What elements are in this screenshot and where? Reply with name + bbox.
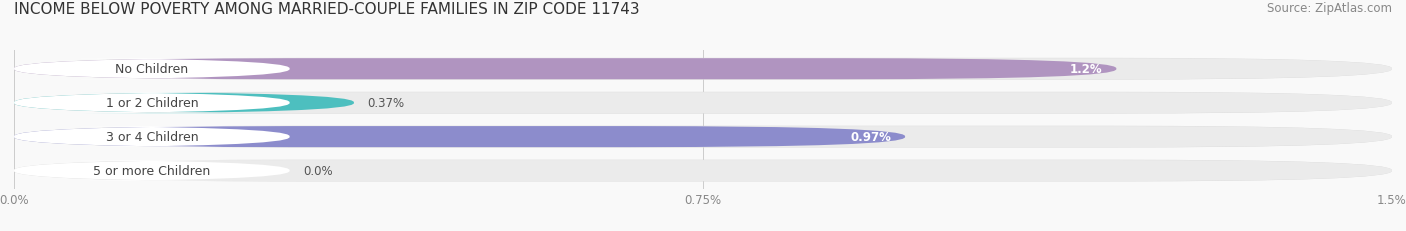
Text: 1 or 2 Children: 1 or 2 Children — [105, 97, 198, 110]
FancyBboxPatch shape — [14, 160, 1392, 182]
FancyBboxPatch shape — [14, 59, 1392, 80]
FancyBboxPatch shape — [14, 127, 905, 148]
FancyBboxPatch shape — [14, 127, 1392, 148]
Text: 0.97%: 0.97% — [851, 131, 891, 143]
Text: INCOME BELOW POVERTY AMONG MARRIED-COUPLE FAMILIES IN ZIP CODE 11743: INCOME BELOW POVERTY AMONG MARRIED-COUPL… — [14, 2, 640, 17]
FancyBboxPatch shape — [14, 93, 290, 114]
FancyBboxPatch shape — [14, 59, 1392, 80]
Text: 0.37%: 0.37% — [368, 97, 405, 110]
FancyBboxPatch shape — [14, 93, 354, 114]
Text: Source: ZipAtlas.com: Source: ZipAtlas.com — [1267, 2, 1392, 15]
FancyBboxPatch shape — [14, 92, 1392, 114]
Text: No Children: No Children — [115, 63, 188, 76]
FancyBboxPatch shape — [14, 59, 290, 80]
Text: 0.0%: 0.0% — [304, 164, 333, 177]
FancyBboxPatch shape — [14, 126, 1392, 148]
FancyBboxPatch shape — [14, 160, 1392, 181]
FancyBboxPatch shape — [14, 93, 1392, 114]
FancyBboxPatch shape — [14, 127, 290, 148]
Text: 3 or 4 Children: 3 or 4 Children — [105, 131, 198, 143]
FancyBboxPatch shape — [14, 59, 1116, 80]
Text: 5 or more Children: 5 or more Children — [93, 164, 211, 177]
Text: 1.2%: 1.2% — [1070, 63, 1102, 76]
FancyBboxPatch shape — [14, 160, 290, 181]
